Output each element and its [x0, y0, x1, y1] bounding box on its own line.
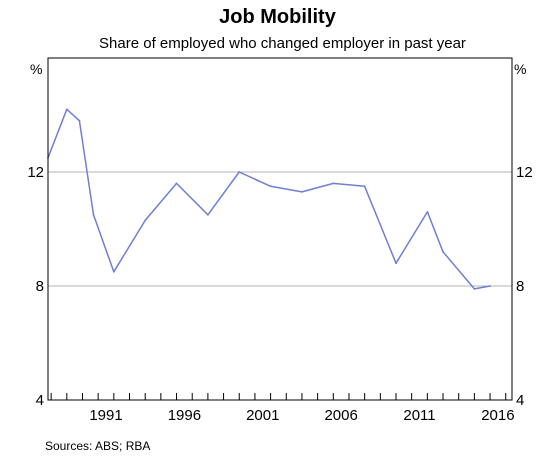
x-tick-1991: 1991: [89, 407, 122, 424]
plot-frame: [47, 57, 513, 401]
axis-layer: [47, 57, 513, 401]
x-tick-2011: 2011: [403, 407, 435, 424]
data-point: [442, 250, 444, 253]
tick-layer: [50, 393, 507, 400]
y-tick-right-12: 12: [516, 164, 533, 181]
x-tick-2001: 2001: [246, 407, 279, 424]
y-unit-left: %: [30, 61, 42, 77]
data-point: [112, 270, 115, 273]
data-point: [92, 213, 95, 216]
x-tick-1996: 1996: [168, 407, 201, 424]
y-unit-right: %: [514, 61, 526, 77]
x-tick-2006: 2006: [324, 407, 357, 424]
x-tick-2016: 2016: [481, 407, 514, 424]
data-point: [207, 213, 209, 216]
data-point: [238, 171, 241, 173]
data-point: [269, 185, 272, 188]
series-line-0: [47, 108, 491, 290]
chart-subtitle: Share of employed who changed employer i…: [99, 35, 466, 52]
y-tick-right-8: 8: [516, 278, 524, 295]
data-point: [65, 108, 68, 111]
data-point: [332, 182, 335, 185]
data-point: [489, 285, 491, 287]
data-point: [426, 211, 429, 213]
y-tick-left-12: 12: [27, 164, 44, 181]
label-layer: 4 4 8 8 12 12 1991 1996 2001 2006 2011 2016: [27, 164, 532, 424]
data-point: [78, 119, 81, 122]
data-point: [473, 288, 476, 290]
source-note: Sources: ABS; RBA: [45, 439, 151, 453]
chart-title: Job Mobility: [219, 6, 336, 28]
data-point: [175, 182, 178, 185]
y-tick-left-4: 4: [36, 392, 44, 409]
data-point: [363, 185, 366, 188]
grid-layer: [48, 171, 512, 287]
data-point: [144, 219, 147, 222]
series-layer: [47, 108, 491, 290]
y-tick-left-8: 8: [36, 278, 44, 295]
y-tick-right-4: 4: [516, 392, 524, 409]
data-point: [301, 191, 303, 193]
data-point: [395, 262, 397, 265]
